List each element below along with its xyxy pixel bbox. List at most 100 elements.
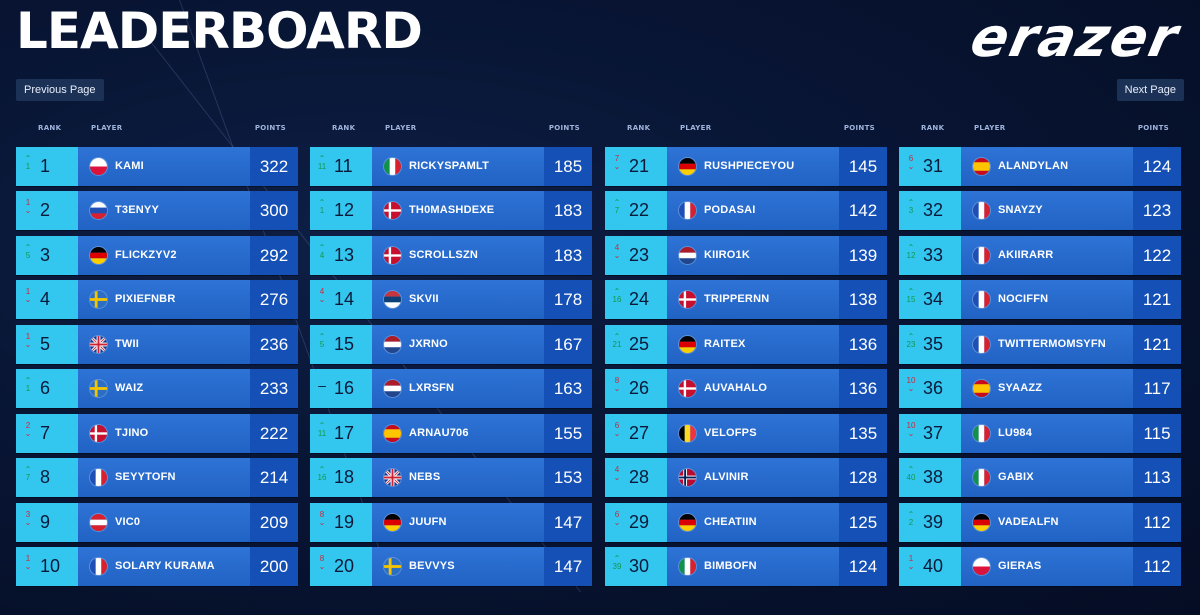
rank-cell: ⌃ 11 17 [310, 414, 372, 453]
table-row[interactable]: ⌃ 1 1 KAMI 322 [16, 147, 298, 186]
table-row[interactable]: 1 ⌄ 4 PIXIEFNBR 276 [16, 280, 298, 319]
flag-icon-fr [973, 291, 990, 308]
player-name: TWII [115, 338, 140, 350]
player-name: LXRSFN [409, 382, 455, 394]
rank-change: ⌃ 16 [611, 288, 623, 304]
table-row[interactable]: ⌃ 11 17 ARNAU706 155 [310, 414, 592, 453]
table-row[interactable]: ⌃ 5 15 JXRNO 167 [310, 325, 592, 364]
player-cell: JUUFN [372, 503, 544, 542]
table-row[interactable]: 7 ⌄ 21 RUSHPIECEYOU 145 [605, 147, 887, 186]
rank-change-value: 4 [319, 251, 325, 260]
table-row[interactable]: 4 ⌄ 14 SKVII 178 [310, 280, 592, 319]
table-row[interactable]: ⌃ 16 18 NEBS 153 [310, 458, 592, 497]
points-cell: 112 [1133, 547, 1181, 586]
table-row[interactable]: ⌃ 39 30 BIMBOFN 124 [605, 547, 887, 586]
table-row[interactable]: ⌃ 3 32 SNAYZY 123 [899, 191, 1181, 230]
table-row[interactable]: ⌃ 40 38 GABIX 113 [899, 458, 1181, 497]
previous-page-button[interactable]: Previous Page [16, 79, 104, 101]
table-row[interactable]: ⌃ 7 22 PODASAI 142 [605, 191, 887, 230]
column-header: RANK PLAYER POINTS [605, 120, 887, 138]
rank-number: 28 [629, 467, 650, 487]
points-cell: 233 [250, 369, 298, 408]
table-row[interactable]: 6 ⌄ 29 CHEATIIN 125 [605, 503, 887, 542]
rank-change: 1 ⌄ [22, 555, 34, 571]
table-row[interactable]: ⌃ 21 25 RAITEX 136 [605, 325, 887, 364]
arrow-down-icon: ⌄ [907, 562, 915, 571]
table-row[interactable]: 1 ⌄ 5 TWII 236 [16, 325, 298, 364]
page-title: LEADERBOARD [16, 2, 423, 60]
table-row[interactable]: 3 ⌄ 9 VIC0 209 [16, 503, 298, 542]
table-row[interactable]: ⌃ 1 6 WAIZ 233 [16, 369, 298, 408]
rank-change-value: 2 [908, 518, 914, 527]
points-header: POINTS [254, 124, 286, 132]
table-row[interactable]: 1 ⌄ 2 T3ENYY 300 [16, 191, 298, 230]
table-row[interactable]: ⌃ 11 11 RICKYSPAMLT 185 [310, 147, 592, 186]
table-row[interactable]: 1 ⌄ 40 GIERAS 112 [899, 547, 1181, 586]
rank-change: ⌃ 16 [316, 466, 328, 482]
table-row[interactable]: 1 ⌄ 10 SOLARY KURAMA 200 [16, 547, 298, 586]
flag-icon-fr [973, 336, 990, 353]
player-name: VIC0 [115, 516, 141, 528]
rank-cell: 1 ⌄ 40 [899, 547, 961, 586]
player-name: AKIIRARR [998, 249, 1054, 261]
table-row[interactable]: ⌃ 16 24 TRIPPERNN 138 [605, 280, 887, 319]
points-cell: 138 [839, 280, 887, 319]
arrow-up-icon: ⌃ [24, 376, 32, 385]
table-row[interactable]: ⌃ 15 34 NOCIFFN 121 [899, 280, 1181, 319]
rank-change: 7 ⌄ [611, 155, 623, 171]
flag-icon-dk [384, 202, 401, 219]
rank-change: ⌃ 21 [611, 333, 623, 349]
rank-change: ⌃ 5 [22, 244, 34, 260]
arrow-up-icon: ⌃ [907, 465, 915, 474]
table-row[interactable]: 10 ⌄ 36 SYAAZZ 117 [899, 369, 1181, 408]
points-header: POINTS [843, 124, 875, 132]
rank-cell: ⌃ 23 35 [899, 325, 961, 364]
player-cell: GIERAS [961, 547, 1133, 586]
rank-header: RANK [332, 124, 356, 132]
table-row[interactable]: –16 LXRSFN 163 [310, 369, 592, 408]
player-name: T3ENYY [115, 204, 159, 216]
flag-icon-si [90, 202, 107, 219]
player-name: PIXIEFNBR [115, 293, 176, 305]
rank-cell: 10 ⌄ 37 [899, 414, 961, 453]
arrow-up-icon: ⌃ [907, 510, 915, 519]
rank-number: 26 [629, 378, 650, 398]
table-row[interactable]: 2 ⌄ 7 TJINO 222 [16, 414, 298, 453]
points-cell: 136 [839, 369, 887, 408]
table-row[interactable]: 8 ⌄ 19 JUUFN 147 [310, 503, 592, 542]
rank-change-value: 4 [614, 465, 620, 474]
table-row[interactable]: ⌃ 4 13 SCROLLSZN 183 [310, 236, 592, 275]
rank-cell: ⌃ 39 30 [605, 547, 667, 586]
table-row[interactable]: 4 ⌄ 23 KIIRO1K 139 [605, 236, 887, 275]
arrow-up-icon: ⌃ [318, 154, 326, 163]
table-row[interactable]: ⌃ 1 12 TH0MASHDEXE 183 [310, 191, 592, 230]
table-row[interactable]: ⌃ 5 3 FLICKZYV2 292 [16, 236, 298, 275]
table-row[interactable]: 4 ⌄ 28 ALVINIR 128 [605, 458, 887, 497]
flag-icon-fr [90, 558, 107, 575]
table-row[interactable]: 6 ⌄ 27 VELOFPS 135 [605, 414, 887, 453]
player-name: JUUFN [409, 516, 447, 528]
next-page-button[interactable]: Next Page [1116, 79, 1184, 101]
rank-change-value: 1 [25, 332, 31, 341]
table-row[interactable]: 8 ⌄ 20 BEVVYS 147 [310, 547, 592, 586]
player-cell: CHEATIIN [667, 503, 839, 542]
player-name: AUVAHALO [704, 382, 768, 394]
table-row[interactable]: ⌃ 2 39 VADEALFN 112 [899, 503, 1181, 542]
leaderboard-column: RANK PLAYER POINTS ⌃ 1 1 KAMI 322 1 ⌄ 2 T3ENYY 300 ⌃ 5… [16, 120, 298, 586]
player-cell: AKIIRARR [961, 236, 1133, 275]
table-row[interactable]: ⌃ 12 33 AKIIRARR 122 [899, 236, 1181, 275]
rank-change-value: 40 [906, 473, 916, 482]
rank-change-value: 11 [317, 162, 327, 171]
table-row[interactable]: 8 ⌄ 26 AUVAHALO 136 [605, 369, 887, 408]
table-row[interactable]: 6 ⌄ 31 ALANDYLAN 124 [899, 147, 1181, 186]
player-name: PODASAI [704, 204, 756, 216]
table-row[interactable]: ⌃ 7 8 SEYYTOFN 214 [16, 458, 298, 497]
points-cell: 112 [1133, 503, 1181, 542]
rank-number: 3 [40, 245, 51, 265]
rank-number: 30 [629, 556, 650, 576]
player-name: FLICKZYV2 [115, 249, 177, 261]
table-row[interactable]: ⌃ 23 35 TWITTERMOMSYFN 121 [899, 325, 1181, 364]
arrow-down-icon: ⌄ [613, 429, 621, 438]
player-cell: LU984 [961, 414, 1133, 453]
table-row[interactable]: 10 ⌄ 37 LU984 115 [899, 414, 1181, 453]
